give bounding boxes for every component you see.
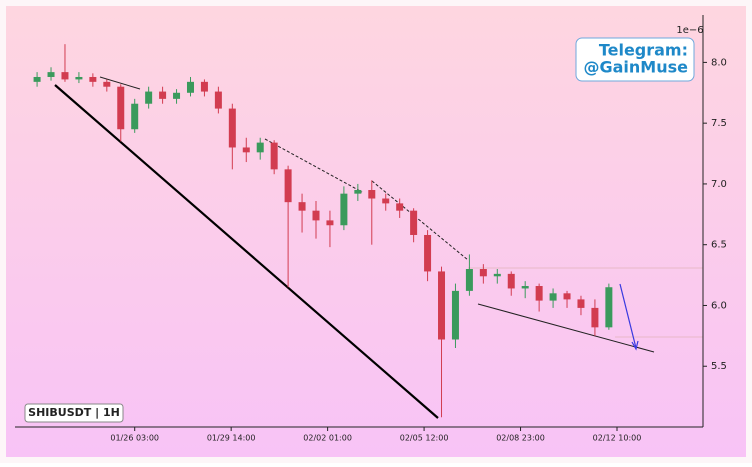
candle-body bbox=[465, 269, 473, 291]
candle-body bbox=[438, 271, 446, 340]
candle-body bbox=[89, 76, 97, 82]
candle-body bbox=[354, 190, 362, 194]
x-tick-label: 02/05 12:00 bbox=[400, 434, 449, 443]
candle-body bbox=[228, 108, 236, 148]
candle-body bbox=[117, 86, 125, 130]
trendline bbox=[54, 84, 439, 419]
x-tick-label: 02/02 01:00 bbox=[303, 434, 352, 443]
candle-body bbox=[340, 193, 348, 226]
candle-body bbox=[298, 202, 306, 211]
candle-body bbox=[284, 169, 292, 203]
candle-body bbox=[242, 147, 250, 153]
symbol-box bbox=[24, 403, 124, 423]
y-tick-label: 6.0 bbox=[711, 300, 727, 311]
candle-body bbox=[159, 91, 167, 99]
watermark-text: Telegram: bbox=[599, 41, 688, 60]
candle-body bbox=[507, 273, 515, 289]
candle-body bbox=[33, 76, 41, 82]
candle-body bbox=[75, 76, 83, 80]
candle-body bbox=[605, 287, 613, 328]
candle-body bbox=[396, 203, 404, 211]
symbol-label: SHIBUSDT | 1H bbox=[28, 406, 120, 419]
candle-body bbox=[382, 198, 390, 204]
watermark-text: @GainMuse bbox=[584, 58, 689, 77]
candle-body bbox=[424, 234, 432, 272]
candle-body bbox=[549, 293, 557, 301]
candle-body bbox=[145, 91, 153, 104]
candle-body bbox=[131, 103, 139, 130]
candle-body bbox=[47, 72, 55, 77]
y-tick-label: 5.5 bbox=[711, 361, 727, 372]
y-tick-label: 8.0 bbox=[711, 57, 727, 68]
candle-body bbox=[200, 81, 208, 92]
trendline bbox=[264, 138, 363, 193]
candle-body bbox=[591, 307, 599, 328]
candle-body bbox=[256, 142, 264, 153]
arrow-head bbox=[631, 340, 639, 351]
offset-label: 1e−6 bbox=[676, 25, 703, 36]
candle-body bbox=[577, 299, 585, 308]
candle-body bbox=[103, 81, 111, 87]
candle-body bbox=[326, 220, 334, 226]
candle-body bbox=[173, 92, 181, 99]
x-tick-label: 02/08 23:00 bbox=[496, 434, 545, 443]
candle-body bbox=[410, 210, 418, 235]
x-tick-label: 02/12 10:00 bbox=[593, 434, 642, 443]
trendline bbox=[99, 76, 141, 90]
candle-body bbox=[186, 81, 194, 93]
y-tick-label: 6.5 bbox=[711, 240, 727, 251]
y-tick-label: 7.5 bbox=[711, 118, 727, 129]
candle-body bbox=[451, 290, 459, 340]
candle-body bbox=[270, 142, 278, 170]
arrow bbox=[619, 283, 637, 349]
x-tick-label: 01/29 14:00 bbox=[207, 434, 256, 443]
candle-body bbox=[493, 273, 501, 277]
candle-body bbox=[521, 286, 529, 289]
candle-body bbox=[61, 72, 69, 80]
trendline bbox=[371, 180, 469, 261]
y-tick-label: 7.0 bbox=[711, 179, 727, 190]
candle-body bbox=[479, 269, 487, 277]
x-tick-label: 01/26 03:00 bbox=[110, 434, 159, 443]
candle-body bbox=[312, 210, 320, 221]
candle-body bbox=[368, 190, 376, 199]
candle-body bbox=[535, 286, 543, 301]
trendline bbox=[477, 303, 655, 353]
drawings bbox=[54, 76, 703, 419]
candle-body bbox=[563, 293, 571, 300]
candle-body bbox=[214, 91, 222, 109]
watermark-box bbox=[575, 37, 695, 82]
